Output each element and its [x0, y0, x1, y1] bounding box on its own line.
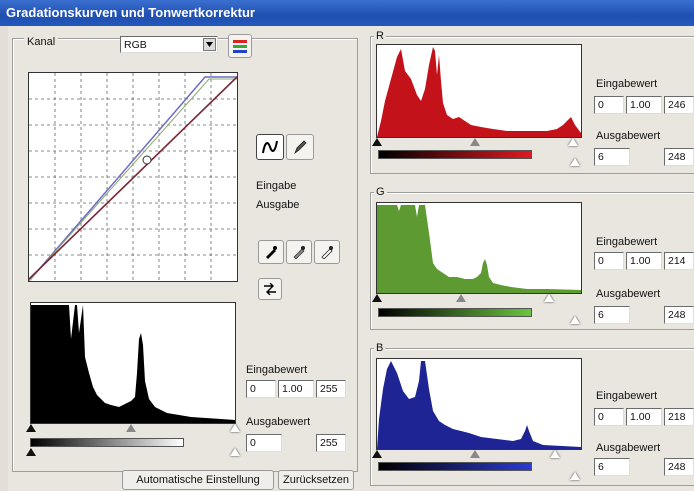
white-eyedropper-icon[interactable]: [314, 240, 340, 264]
blue-input-gray-slider[interactable]: [470, 450, 480, 458]
rgb-output-gradient: [30, 438, 184, 447]
blue-input-black[interactable]: 0: [594, 408, 624, 426]
green-label: G: [374, 186, 387, 198]
red-group: [370, 36, 694, 174]
green-input-gray-slider[interactable]: [456, 294, 466, 302]
rgb-output-black[interactable]: 0: [246, 434, 282, 452]
rgb-output-black-slider[interactable]: [26, 448, 36, 456]
blue-input-white-slider[interactable]: [550, 450, 560, 458]
green-input-white[interactable]: 214: [664, 252, 694, 270]
red-input-label: Eingabewert: [596, 78, 658, 90]
red-label: R: [374, 30, 386, 42]
green-input-label: Eingabewert: [596, 236, 658, 248]
green-input-black[interactable]: 0: [594, 252, 624, 270]
reset-button[interactable]: Zurücksetzen: [278, 470, 354, 490]
rgb-histogram: [30, 302, 236, 424]
red-output-white[interactable]: 248: [664, 148, 694, 166]
green-output-white-slider[interactable]: [570, 316, 580, 324]
red-input-gray-slider[interactable]: [470, 138, 480, 146]
transfer-icon[interactable]: [258, 278, 282, 300]
rgb-channels-icon[interactable]: [228, 34, 252, 58]
blue-group: [370, 348, 694, 486]
channel-label: Kanal: [24, 36, 59, 48]
curve-graph[interactable]: [28, 72, 238, 282]
red-input-gamma[interactable]: 1.00: [626, 96, 662, 114]
rgb-input-white-slider[interactable]: [230, 424, 240, 432]
blue-label: B: [374, 342, 386, 354]
blue-output-white-slider[interactable]: [570, 472, 580, 480]
channel-select[interactable]: RGB: [120, 36, 218, 53]
curve-ausgabe-label: Ausgabe: [256, 199, 300, 211]
curve-point: [142, 155, 152, 165]
blue-output-black[interactable]: 6: [594, 458, 630, 476]
red-input-white[interactable]: 246: [664, 96, 694, 114]
window-title: Gradationskurven und Tonwertkorrektur: [0, 0, 694, 26]
green-input-gamma[interactable]: 1.00: [626, 252, 662, 270]
rgb-output-white-slider[interactable]: [230, 448, 240, 456]
blue-input-gamma[interactable]: 1.00: [626, 408, 662, 426]
dialog: Kanal RGB Eingabe: [8, 26, 694, 491]
green-output-black[interactable]: 6: [594, 306, 630, 324]
pencil-icon[interactable]: [286, 134, 314, 160]
master-curve: [29, 76, 237, 280]
rgb-output-label: Ausgabewert: [246, 416, 311, 428]
curve-eingabe-label: Eingabe: [256, 180, 297, 192]
green-group: [370, 192, 694, 330]
auto-button[interactable]: Automatische Einstellung: [122, 470, 274, 490]
red-input-black[interactable]: 0: [594, 96, 624, 114]
gray-eyedropper-icon[interactable]: [286, 240, 312, 264]
red-input-black-slider[interactable]: [372, 138, 382, 146]
rgb-input-white[interactable]: 255: [316, 380, 346, 398]
rgb-output-white[interactable]: 255: [316, 434, 346, 452]
blue-curve: [29, 76, 237, 281]
rgb-input-gray-slider[interactable]: [126, 424, 136, 432]
rgb-input-label: Eingabewert: [246, 364, 308, 376]
red-output-label: Ausgabewert: [596, 130, 661, 142]
blue-input-label: Eingabewert: [596, 390, 658, 402]
red-input-white-slider[interactable]: [568, 138, 578, 146]
green-histogram: [376, 202, 582, 294]
red-output-gradient: [378, 150, 532, 159]
rgb-input-gamma[interactable]: 1.00: [278, 380, 314, 398]
rgb-input-black[interactable]: 0: [246, 380, 276, 398]
rgb-input-black-slider[interactable]: [26, 424, 36, 432]
blue-histogram: [376, 358, 582, 450]
green-output-white[interactable]: 248: [664, 306, 694, 324]
red-histogram: [376, 44, 582, 138]
green-output-label: Ausgabewert: [596, 288, 661, 300]
green-input-black-slider[interactable]: [372, 294, 382, 302]
green-input-white-slider[interactable]: [544, 294, 554, 302]
blue-output-gradient: [378, 462, 532, 471]
chevron-down-icon[interactable]: [203, 38, 216, 51]
red-output-black[interactable]: 6: [594, 148, 630, 166]
blue-output-white[interactable]: 248: [664, 458, 694, 476]
black-eyedropper-icon[interactable]: [258, 240, 284, 264]
blue-output-label: Ausgabewert: [596, 442, 661, 454]
green-output-gradient: [378, 308, 532, 317]
channel-value: RGB: [124, 39, 147, 51]
blue-input-white[interactable]: 218: [664, 408, 694, 426]
red-output-white-slider[interactable]: [570, 158, 580, 166]
curve-draw-icon[interactable]: [256, 134, 284, 160]
blue-input-black-slider[interactable]: [372, 450, 382, 458]
green-curve: [29, 78, 237, 281]
